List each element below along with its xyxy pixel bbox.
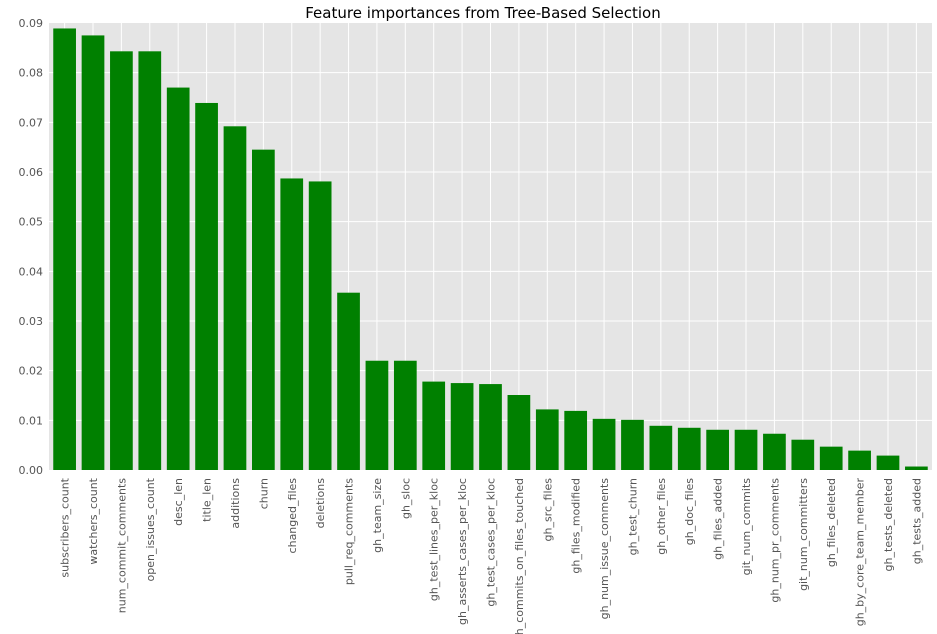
x-tick-label: gh_files_added [712, 478, 725, 560]
x-tick-label: subscribers_count [59, 477, 72, 577]
x-tick-label: gh_test_churn [626, 478, 639, 555]
bar-git_num_committers [791, 439, 815, 470]
x-tick-label: gh_test_cases_per_kloc [485, 478, 498, 607]
x-tick-label: title_len [201, 478, 214, 522]
y-tick-label: 0.01 [19, 414, 44, 427]
x-tick-label: pull_req_comments [343, 478, 356, 585]
bar-open_issues_count [138, 51, 162, 471]
bar-gh_asserts_cases_per_kloc [450, 383, 474, 470]
x-tick-label: gh_num_issue_comments [598, 478, 611, 620]
bar-subscribers_count [53, 28, 76, 471]
y-tick-label: 0.02 [19, 365, 44, 378]
x-tick-label: deletions [314, 478, 327, 529]
x-tick-label: gh_doc_files [683, 478, 696, 545]
bar-gh_src_files [535, 409, 559, 470]
bar-gh_tests_added [905, 466, 928, 470]
x-tick-label: gh_team_size [371, 478, 384, 553]
x-tick-label: gh_by_core_team_member [854, 478, 867, 627]
y-tick-label: 0.04 [19, 265, 44, 278]
y-tick-label: 0.00 [19, 464, 44, 477]
x-tick-label: changed_files [286, 478, 299, 554]
x-tick-label: gh_tests_added [910, 478, 923, 564]
bar-gh_files_deleted [819, 446, 843, 470]
bars [53, 28, 928, 471]
bar-gh_other_files [649, 425, 673, 470]
bar-deletions [308, 181, 332, 471]
bar-desc_len [166, 87, 190, 471]
bar-git_num_commits [734, 429, 758, 470]
bar-gh_doc_files [677, 427, 701, 470]
bar-pull_req_comments [337, 292, 360, 470]
bar-gh_sloc [393, 360, 417, 470]
bar-churn [252, 149, 275, 470]
bar-gh_test_lines_per_kloc [422, 381, 446, 470]
x-tick-label: gh_asserts_cases_per_kloc [456, 478, 469, 625]
bar-gh_commits_on_files_touched [507, 395, 531, 470]
x-tick-label: watchers_count [87, 477, 100, 564]
x-tick-label: git_num_commits [740, 478, 753, 576]
y-tick-label: 0.09 [19, 17, 44, 30]
bar-gh_test_cases_per_kloc [479, 384, 502, 470]
bar-gh_files_modified [564, 410, 588, 470]
x-tick-label: open_issues_count [144, 477, 157, 581]
bar-additions [223, 126, 247, 470]
bar-gh_num_issue_comments [592, 418, 616, 470]
x-tick-label: additions [229, 478, 242, 529]
x-tick-label: gh_files_modified [570, 478, 583, 574]
x-tick-label: gh_test_lines_per_kloc [428, 478, 441, 601]
bar-title_len [195, 102, 218, 471]
x-tick-label: git_num_committers [797, 478, 810, 591]
bar-gh_test_churn [621, 419, 644, 470]
bar-gh_by_core_team_member [848, 450, 871, 470]
x-tick-label: churn [257, 478, 270, 509]
bar-num_commit_comments [110, 51, 133, 471]
x-tick-label: gh_num_pr_comments [768, 478, 781, 603]
y-tick-label: 0.05 [19, 216, 44, 229]
bar-gh_team_size [365, 360, 389, 470]
bar-gh_files_added [706, 429, 729, 470]
y-tick-label: 0.07 [19, 116, 44, 129]
y-tick-label: 0.08 [19, 67, 44, 80]
x-tick-label: gh_src_files [541, 478, 554, 542]
bar-gh_num_pr_comments [763, 433, 786, 470]
bar-watchers_count [81, 35, 105, 471]
x-tick-label: gh_files_deleted [825, 478, 838, 567]
x-tick-label: gh_other_files [655, 478, 668, 555]
x-axis: subscribers_count watchers_count num_commi… [59, 477, 924, 634]
x-tick-label: desc_len [172, 478, 185, 526]
bar-changed_files [280, 178, 304, 470]
x-tick-label: num_commit_comments [115, 478, 128, 613]
x-tick-label: gh_sloc [399, 478, 412, 519]
y-tick-label: 0.03 [19, 315, 44, 328]
y-axis: 0.00 0.01 0.02 0.03 0.04 0.05 0.06 0.07 0.08 0.09 [19, 17, 44, 477]
x-tick-label: gh_tests_deleted [882, 478, 895, 571]
y-tick-label: 0.06 [19, 166, 44, 179]
chart-title: Feature importances from Tree-Based Sele… [305, 4, 660, 22]
bar-gh_tests_deleted [876, 455, 900, 470]
x-tick-label: gh_commits_on_files_touched [513, 478, 526, 634]
